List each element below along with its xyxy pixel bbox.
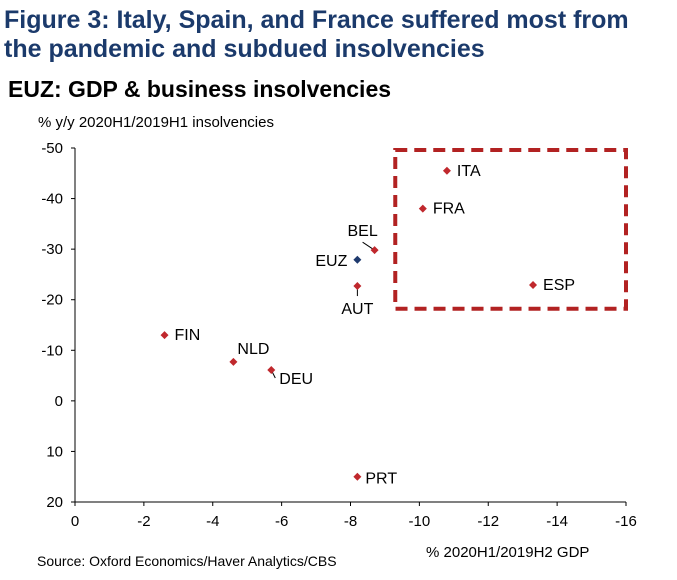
data-point-prt bbox=[353, 472, 362, 481]
point-label: FRA bbox=[433, 201, 465, 218]
x-tick-label: -6 bbox=[275, 513, 288, 530]
data-point-esp bbox=[529, 281, 538, 290]
figure-title: Figure 3: Italy, Spain, and France suffe… bbox=[4, 6, 629, 63]
y-tick-label: -30 bbox=[41, 241, 63, 258]
x-tick-label: -4 bbox=[206, 513, 219, 530]
y-tick-label: 10 bbox=[46, 443, 63, 460]
chart-title: EUZ: GDP & business insolvencies bbox=[8, 76, 392, 102]
y-tick-label: -10 bbox=[41, 342, 63, 359]
data-point-fra bbox=[418, 204, 427, 213]
x-tick-label: 0 bbox=[71, 513, 79, 530]
point-label: EUZ bbox=[315, 253, 347, 270]
y-tick-label: 0 bbox=[55, 393, 63, 410]
point-label: ESP bbox=[543, 277, 575, 294]
point-label: ITA bbox=[457, 163, 481, 180]
x-tick-label: -16 bbox=[615, 513, 637, 530]
highlight-box bbox=[393, 148, 628, 311]
data-point-nld bbox=[229, 357, 238, 366]
point-label: FIN bbox=[175, 327, 201, 344]
y-tick-label: -50 bbox=[41, 140, 63, 157]
data-point-euz bbox=[353, 255, 362, 264]
x-axis-label: % 2020H1/2019H2 GDP bbox=[426, 544, 590, 561]
x-tick-label: -10 bbox=[409, 513, 431, 530]
y-tick-label: -40 bbox=[41, 191, 63, 208]
point-label: PRT bbox=[365, 471, 397, 488]
x-tick-label: -2 bbox=[137, 513, 150, 530]
data-point-deu bbox=[267, 366, 276, 375]
point-label: DEU bbox=[279, 371, 313, 388]
y-tick-label: 20 bbox=[46, 494, 63, 511]
x-tick-label: -14 bbox=[546, 513, 568, 530]
point-label: NLD bbox=[237, 341, 269, 358]
source-note: Source: Oxford Economics/Haver Analytics… bbox=[37, 553, 337, 569]
point-label: AUT bbox=[341, 301, 373, 318]
point-label: BEL bbox=[347, 223, 377, 240]
x-tick-label: -12 bbox=[477, 513, 499, 530]
data-point-bel bbox=[370, 246, 379, 255]
data-point-ita bbox=[442, 166, 451, 175]
data-point-aut bbox=[353, 282, 362, 291]
y-axis-label: % y/y 2020H1/2019H1 insolvencies bbox=[38, 114, 274, 131]
y-tick-label: -20 bbox=[41, 292, 63, 309]
data-point-fin bbox=[160, 331, 169, 340]
x-tick-label: -8 bbox=[344, 513, 357, 530]
